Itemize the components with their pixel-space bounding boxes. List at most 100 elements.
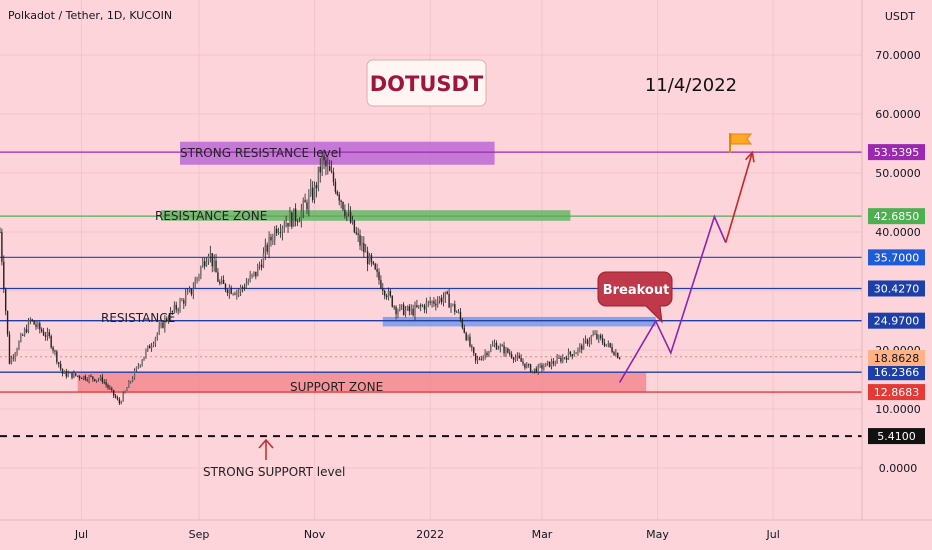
candle-body [167,319,170,321]
candle-body [169,311,172,320]
candle-body [207,255,210,262]
candle-body [590,335,592,342]
candle-body [571,354,573,357]
candle-body [425,302,428,310]
candle-body [209,253,212,256]
candle-body [160,322,162,327]
candle-body [39,323,41,330]
candle-body [313,184,316,200]
candle-body [6,310,9,335]
time-tick-label: May [646,528,669,541]
price-badge-value: 30.4270 [874,282,920,295]
candle-body [185,294,187,304]
candle-body [575,352,577,355]
candle-body [238,291,240,293]
candle-body [332,172,335,183]
candle-body [14,353,16,358]
candle-body [380,280,382,289]
candle-body [10,357,13,364]
candle-body [353,220,356,233]
candle-body [376,269,378,272]
candle-body [71,372,73,378]
candle-body [446,291,448,294]
strong-resistance-zone [180,141,495,165]
candle-body [22,334,24,336]
candle-body [253,271,255,275]
candle-body [139,364,141,367]
candle-body [537,365,539,373]
candle-body [80,377,83,379]
candle-body [274,228,276,241]
price-badge-value: 12.8683 [874,386,920,399]
candle-body [42,331,45,336]
candle-body [514,357,517,360]
candle-body [270,236,272,241]
candle-body [444,291,447,298]
candle-body [526,364,528,368]
level-lines [0,151,862,438]
candle-body [90,376,92,377]
strong-support-label: STRONG SUPPORT level [203,465,345,479]
candle-body [437,300,439,306]
candle-body [122,393,124,402]
price-badge [868,384,925,401]
current-price-value: 18.8628 [874,352,920,365]
candle-body [69,372,71,374]
candle-body [361,243,363,246]
candle-body [124,390,126,394]
candle-body [147,345,149,351]
flag-icon [729,133,753,153]
projection-path [618,150,755,383]
candle-body [416,305,418,308]
candle-body [507,348,509,353]
candle-body [368,255,371,265]
candle-body [97,379,100,381]
candle-body [596,333,598,339]
candle-body [334,182,337,192]
candle-body [213,260,215,267]
candle-body [539,364,541,366]
candle-body [550,361,553,367]
candle-body [194,280,196,289]
candle-body [257,265,259,277]
candle-body [569,351,572,355]
candle-body [29,319,32,321]
candle-body [116,397,119,400]
candle-body [520,358,522,362]
candle-body [465,332,467,340]
candle-body [158,326,160,334]
candle-body [255,271,257,277]
candle-body [598,335,600,339]
candle-body [109,387,111,389]
chart-date: 11/4/2022 [645,75,737,96]
price-level-badges: 53.5395 42.6850 35.7000 30.4270 24.9700 16.23… [868,144,925,445]
candle-body [33,320,35,325]
time-tick-label: Jul [766,528,780,541]
candle-body [391,295,393,307]
candle-body [31,319,33,321]
candle-body [211,253,213,267]
candle-body [258,264,261,266]
candle-body [556,357,558,364]
candle-body [59,363,62,369]
price-badge-value: 24.9700 [874,315,920,328]
candle-body [382,288,384,291]
candle-body [586,339,589,344]
candle-body [402,304,405,315]
support-zone [77,372,647,392]
candle-body [535,368,537,373]
candle-body [486,352,488,356]
strong-resistance-label: STRONG RESISTANCE level [180,146,341,160]
candle-body [63,371,66,374]
projection-arrowhead [745,150,755,163]
candle-body [302,200,304,211]
candle-body [344,209,346,216]
candle-body [427,301,429,303]
candle-body [577,348,579,353]
candle-body [175,304,177,310]
candle-body [293,208,295,227]
candle-body [545,362,547,367]
candle-body [518,355,520,359]
candle-body [203,261,206,267]
